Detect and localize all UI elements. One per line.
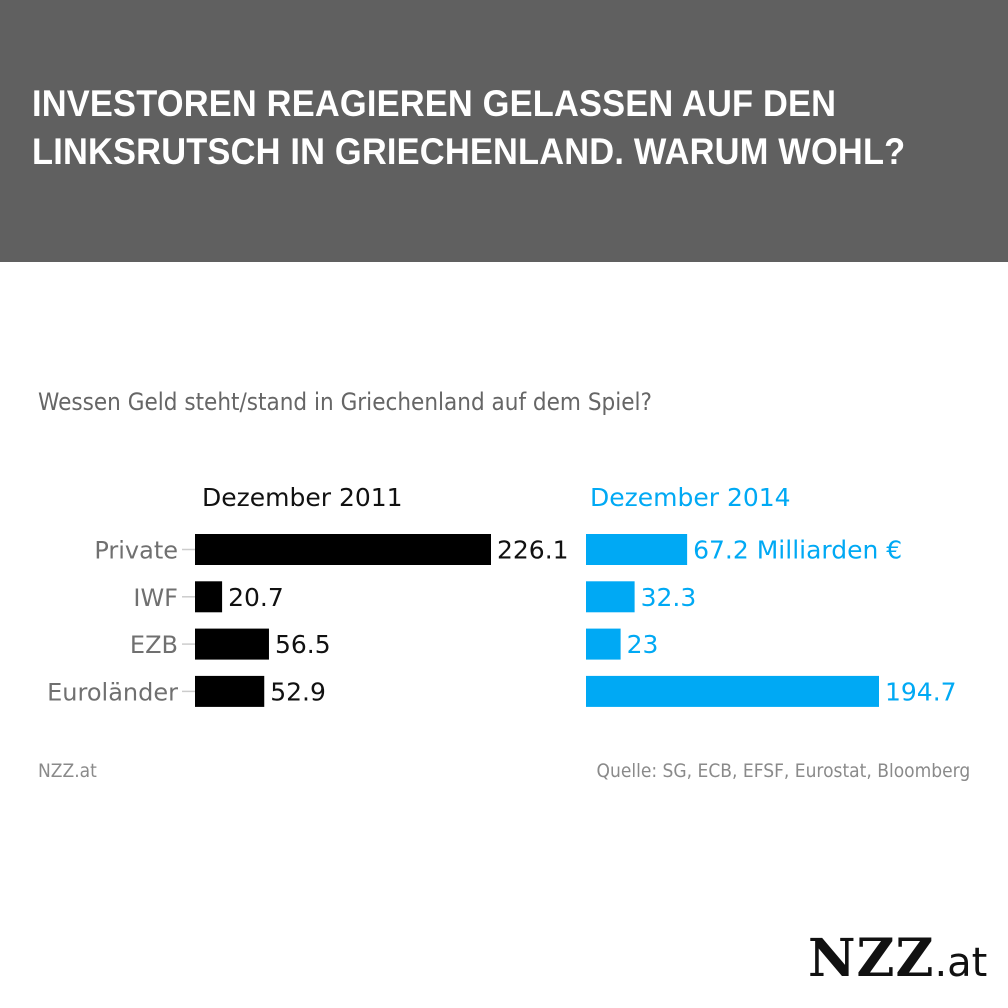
category-label: EZB: [130, 631, 178, 659]
data-label: 32.3: [641, 583, 697, 612]
panel-title-2014: Dezember 2014: [590, 483, 791, 512]
headline: INVESTOREN REAGIEREN GELASSEN AUF DEN LI…: [32, 80, 925, 176]
chart-subtitle: Wessen Geld steht/stand in Griechenland …: [38, 388, 653, 416]
bar-2014: [586, 581, 635, 613]
nzz-logo: NZZ.at: [808, 928, 987, 989]
bar-2011: [195, 628, 269, 660]
header-banner: INVESTOREN REAGIEREN GELASSEN AUF DEN LI…: [0, 0, 1008, 262]
bar-2014: [586, 534, 688, 565]
bar-2011: [195, 581, 223, 613]
headline-line-2: LINKSRUTSCH IN GRIECHENLAND. WARUM WOHL?: [32, 131, 906, 172]
data-label: 67.2 Milliarden €: [693, 536, 902, 565]
category-label: Private: [94, 537, 178, 565]
bar-2011: [195, 675, 265, 707]
data-label: 20.7: [228, 583, 284, 612]
data-label: 23: [627, 630, 659, 659]
bar-2011: [195, 534, 491, 565]
data-label: 56.5: [275, 630, 331, 659]
data-label: 226.1: [497, 536, 569, 565]
category-label: IWF: [133, 584, 178, 612]
footer-credit: NZZ.at: [38, 760, 97, 782]
bar-2014: [586, 628, 621, 660]
category-label: Euroländer: [47, 678, 178, 706]
panel-title-2011: Dezember 2011: [202, 483, 403, 512]
logo-suffix: .at: [934, 940, 988, 986]
footer-source: Quelle: SG, ECB, EFSF, Eurostat, Bloombe…: [596, 760, 970, 782]
headline-line-1: INVESTOREN REAGIEREN GELASSEN AUF DEN: [32, 83, 837, 124]
logo-main: NZZ: [808, 928, 935, 989]
bar-2014: [586, 675, 879, 707]
data-label: 194.7: [885, 677, 957, 706]
data-label: 52.9: [270, 677, 326, 706]
